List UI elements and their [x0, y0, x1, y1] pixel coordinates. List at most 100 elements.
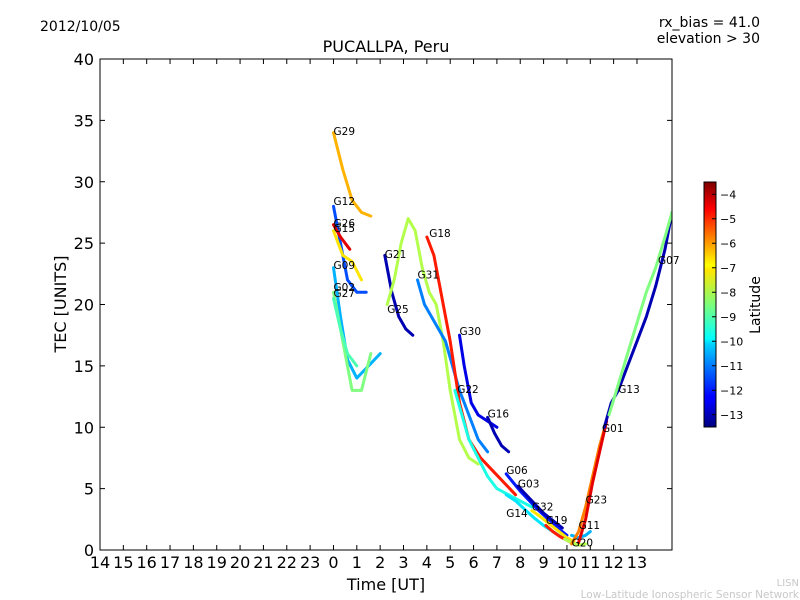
series-line-g26: [332, 223, 352, 251]
sat-label-g30: G30: [460, 326, 482, 338]
date-label: 2012/10/05: [40, 19, 121, 35]
colorbar-label: Latitude: [748, 276, 764, 334]
x-tick-label: 3: [398, 553, 408, 572]
colorbar-tick-label: −12: [720, 384, 743, 397]
x-axis-ticks: 14 15 16 17 18 19 20 21 22 23 0 1 2 3 4 5 6 7 8 9 10 11 12 13: [90, 59, 647, 572]
x-tick-label: 1: [352, 553, 362, 572]
x-tick-label: 23: [300, 553, 320, 572]
colorbar-tick-label: −11: [720, 360, 743, 373]
x-tick-label: 17: [160, 553, 180, 572]
series-line-g22: [453, 388, 534, 509]
y-tick-label: 30: [74, 173, 94, 192]
colorbar-tick-label: −8: [720, 286, 736, 299]
sat-label-g25: G25: [387, 304, 409, 316]
x-tick-label: 22: [277, 553, 297, 572]
x-tick-label: 5: [445, 553, 455, 572]
series-layer: [332, 131, 672, 547]
sat-label-g16: G16: [488, 408, 510, 420]
sat-label-g31: G31: [418, 270, 440, 282]
colorbar-tick-label: −7: [720, 262, 736, 275]
sat-label-g06: G06: [506, 465, 528, 477]
sat-label-g29: G29: [334, 126, 356, 138]
x-tick-label: 12: [603, 553, 623, 572]
sat-label-g02: G02: [334, 282, 356, 294]
x-tick-label: 11: [580, 553, 600, 572]
x-tick-label: 7: [492, 553, 502, 572]
colorbar-tick-label: −9: [720, 311, 736, 324]
series-line-g03: [516, 484, 564, 530]
series-line-g25: [385, 217, 480, 466]
series-line-g31: [416, 278, 490, 454]
colorbar-tick-label: −6: [720, 237, 736, 250]
footer-org-full: Low-Latitude Ionospheric Sensor Network: [581, 589, 800, 600]
series-line-g21: [383, 253, 415, 337]
sat-label-g07: G07: [658, 255, 680, 267]
y-tick-label: 0: [84, 541, 94, 560]
sat-label-g26: G26: [334, 218, 356, 230]
colorbar-ticks: −13 −12 −11 −10 −9 −8 −7 −6 −5 −4: [712, 188, 743, 422]
series-line-g07: [607, 210, 672, 417]
x-tick-label: 6: [468, 553, 478, 572]
series-line-g16: [486, 415, 511, 454]
x-axis-label: Time [UT]: [346, 575, 425, 594]
colorbar-tick-label: −13: [720, 409, 743, 422]
x-tick-label: 14: [90, 553, 110, 572]
sat-label-g32: G32: [532, 502, 554, 514]
rx-bias-label: rx_bias = 41.0: [659, 15, 760, 31]
x-tick-label: 18: [183, 553, 203, 572]
elevation-label: elevation > 30: [657, 31, 760, 47]
series-line-g06: [504, 472, 569, 537]
y-tick-label: 25: [74, 234, 94, 253]
sat-label-g13: G13: [618, 384, 640, 396]
sat-label-g27: G27: [334, 288, 356, 300]
series-line-g15: [332, 229, 363, 282]
x-tick-label: 19: [207, 553, 227, 572]
x-tick-label: 13: [627, 553, 647, 572]
sat-label-g23: G23: [586, 494, 608, 506]
sat-label-g19: G19: [546, 515, 568, 527]
x-tick-label: 4: [422, 553, 432, 572]
y-tick-label: 15: [74, 357, 94, 376]
series-line-g29: [332, 131, 373, 218]
series-line-g01: [577, 419, 609, 545]
y-tick-label: 20: [74, 296, 94, 315]
sat-label-g14: G14: [506, 508, 528, 520]
sat-label-g09: G09: [334, 260, 356, 272]
sat-label-g22: G22: [457, 384, 479, 396]
series-line-g27: [332, 296, 359, 368]
y-tick-label: 35: [74, 111, 94, 130]
sat-label-g15: G15: [334, 223, 356, 235]
colorbar-tick-label: −4: [720, 188, 736, 201]
series-line-g20: [563, 537, 588, 547]
footer-org-short: LISN: [777, 578, 799, 589]
y-axis-label: TEC [UNITS]: [51, 256, 70, 354]
x-tick-label: 10: [557, 553, 577, 572]
x-tick-label: 8: [515, 553, 525, 572]
y-tick-label: 10: [74, 418, 94, 437]
series-line-g32: [530, 509, 576, 543]
sat-label-g20: G20: [572, 537, 594, 549]
x-tick-label: 16: [137, 553, 157, 572]
chart-title: PUCALLPA, Peru: [323, 37, 450, 56]
y-axis-ticks: 0 5 10 15 20 25 30 35 40: [74, 50, 672, 560]
colorbar-tick-label: −10: [720, 335, 743, 348]
sat-label-g11: G11: [579, 520, 601, 532]
sat-label-g03: G03: [518, 478, 540, 490]
x-tick-label: 15: [113, 553, 133, 572]
x-tick-label: 20: [230, 553, 250, 572]
y-tick-label: 5: [84, 480, 94, 499]
sat-label-g12: G12: [334, 196, 356, 208]
series-line-g18: [425, 235, 518, 497]
x-tick-label: 9: [538, 553, 548, 572]
x-tick-label: 21: [253, 553, 273, 572]
x-tick-label: 2: [375, 553, 385, 572]
y-tick-label: 40: [74, 50, 94, 69]
sat-label-g18: G18: [429, 228, 451, 240]
sat-label-g01: G01: [602, 423, 624, 435]
x-tick-label: 0: [328, 553, 338, 572]
colorbar-tick-label: −5: [720, 213, 736, 226]
sat-label-g21: G21: [385, 249, 407, 261]
